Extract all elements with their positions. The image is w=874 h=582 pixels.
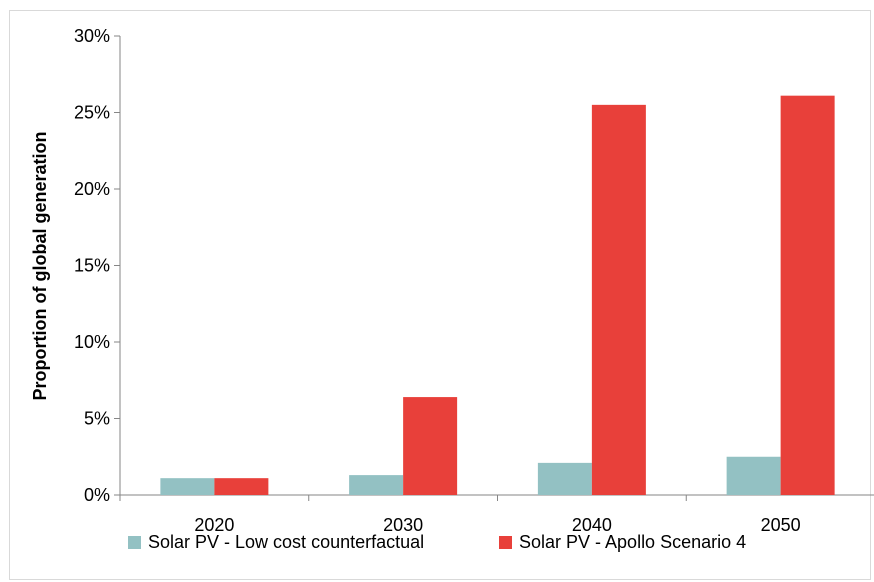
- y-ticks: 0% 5% 10% 15% 20% 25% 30%: [74, 26, 120, 505]
- y-axis-label: Proportion of global generation: [30, 132, 50, 401]
- legend: Solar PV - Low cost counterfactual Solar …: [128, 532, 746, 552]
- bars: [160, 95, 835, 496]
- bar-apollo-2020: [214, 478, 269, 495]
- y-tick-label: 0%: [84, 485, 110, 505]
- x-tick-label: 2040: [572, 515, 612, 535]
- legend-swatch: [499, 536, 512, 549]
- legend-label: Solar PV - Apollo Scenario 4: [519, 532, 746, 552]
- y-tick-label: 25%: [74, 103, 110, 123]
- bar-apollo-2050: [780, 95, 835, 496]
- bar-low-cost-2050: [726, 456, 781, 495]
- y-tick-label: 30%: [74, 26, 110, 46]
- legend-label: Solar PV - Low cost counterfactual: [148, 532, 424, 552]
- x-tick-label: 2020: [194, 515, 234, 535]
- bar-low-cost-2030: [349, 475, 404, 495]
- x-tick-label: 2050: [761, 515, 801, 535]
- y-tick-label: 10%: [74, 332, 110, 352]
- bar-low-cost-2040: [537, 462, 592, 495]
- bar-low-cost-2020: [160, 478, 215, 495]
- legend-swatch: [128, 536, 141, 549]
- x-tick-label: 2030: [383, 515, 423, 535]
- bar-apollo-2030: [403, 397, 458, 495]
- y-tick-label: 20%: [74, 179, 110, 199]
- y-tick-label: 5%: [84, 409, 110, 429]
- axes: [119, 36, 874, 496]
- x-ticks: 2020 2030 2040 2050: [119, 495, 801, 535]
- bar-apollo-2040: [591, 104, 646, 495]
- y-tick-label: 15%: [74, 256, 110, 276]
